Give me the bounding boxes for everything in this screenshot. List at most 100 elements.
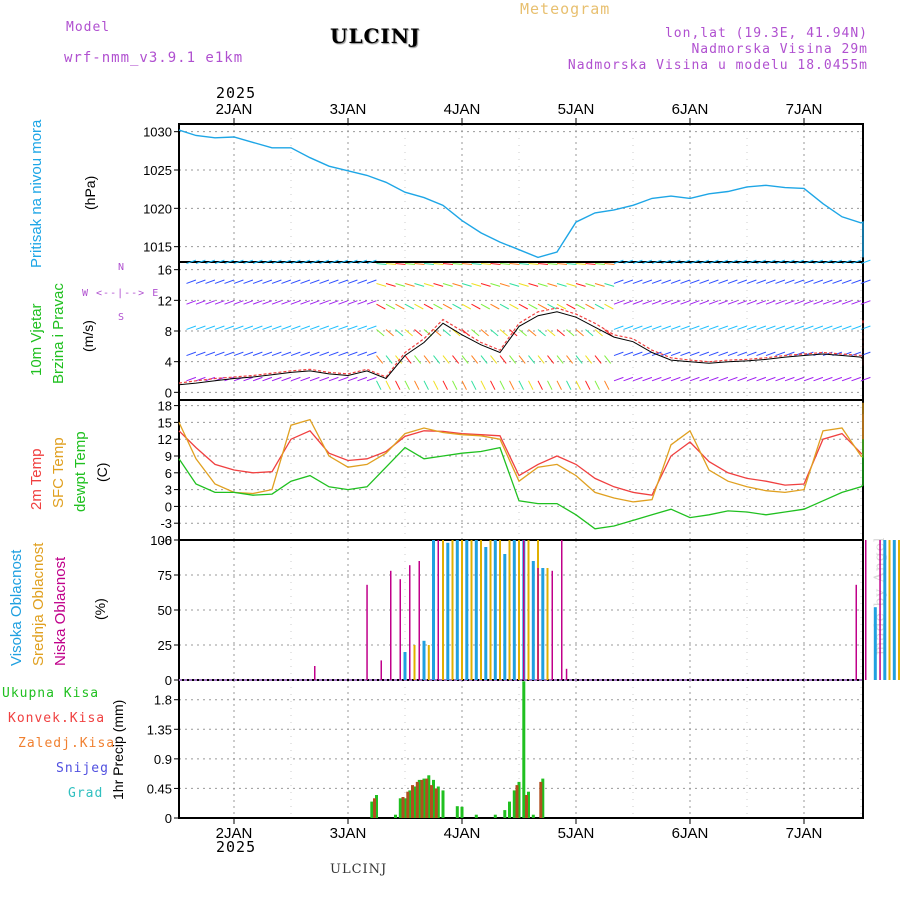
wind-barb <box>366 300 377 305</box>
wind-barb <box>594 355 602 364</box>
ytick-label-precip: 0.45 <box>147 781 172 796</box>
wind-barb <box>737 376 748 382</box>
wind-barb <box>841 325 852 330</box>
wind-barb <box>604 282 615 287</box>
wind-barb <box>727 325 738 330</box>
wind-barb <box>490 263 501 265</box>
precip-convective-bar <box>539 781 543 818</box>
wind-barb <box>395 282 406 287</box>
precip-convective-bar <box>373 798 376 818</box>
precip-convective-bar <box>434 788 438 818</box>
precip-total-bar <box>531 814 535 818</box>
wind-barb <box>851 351 862 357</box>
precip-total-bar <box>522 681 526 818</box>
x-day-label-top: 2JAN <box>216 101 253 118</box>
wind-barb <box>385 329 394 337</box>
wind-barb <box>205 300 216 305</box>
compass-n-label: N <box>118 262 125 273</box>
wind-barb <box>746 259 757 265</box>
wind-barb <box>195 259 206 265</box>
cloud-high-bar <box>503 554 507 680</box>
wind-barb <box>395 355 403 364</box>
wind-barb <box>271 259 282 265</box>
cloud-low-bar <box>855 584 857 680</box>
wind-barb <box>224 259 235 265</box>
wind-barb <box>404 282 415 287</box>
wind-barb <box>566 355 574 364</box>
wind-barb <box>632 300 643 305</box>
wind-barb <box>347 376 358 382</box>
wind-barb <box>632 325 643 330</box>
wind-barb <box>452 380 458 390</box>
wind-barb <box>252 259 263 265</box>
wind-barb <box>357 351 368 357</box>
wind-barb <box>414 329 423 337</box>
wind-barb <box>271 300 282 305</box>
ytick-label-temp: 3 <box>165 483 172 498</box>
wind-barb <box>300 259 311 265</box>
wind-barb <box>575 329 584 337</box>
cloud-low-bar <box>437 540 439 680</box>
wind-barb <box>784 376 795 382</box>
legend-total-rain: Ukupna Kisa <box>2 686 100 701</box>
wind-barb <box>423 380 429 390</box>
wind-barb <box>680 300 691 305</box>
precip-convective-bar <box>420 779 424 818</box>
wind-barb <box>547 303 557 310</box>
precip-total-bar <box>370 801 374 818</box>
wind-barb <box>860 259 871 265</box>
wind-barb <box>471 355 479 364</box>
ytick-label-wind: 4 <box>165 355 172 370</box>
wind-barb <box>784 300 795 305</box>
wind-barb <box>186 300 197 305</box>
wind-barb <box>765 259 776 265</box>
wind-barb <box>319 279 330 284</box>
ytick-label-precip: 1.35 <box>147 722 172 737</box>
footer-station: ULCINJ <box>330 862 388 877</box>
wind-barb <box>727 259 738 265</box>
x-day-label-bottom: 2JAN <box>216 825 253 842</box>
wind-barb <box>271 325 282 330</box>
wind-barb <box>499 355 507 364</box>
wind-barb <box>813 259 824 265</box>
wind-barb <box>385 380 391 390</box>
wind-barb <box>528 355 536 364</box>
wind-barb <box>243 325 254 330</box>
wind-barb <box>404 263 416 265</box>
wind-barb <box>499 329 508 337</box>
wind-barb <box>661 376 672 382</box>
wind-barb <box>214 351 225 357</box>
wind-barb <box>499 263 511 265</box>
wind-barb <box>205 325 216 330</box>
precip-total-bar <box>436 786 440 818</box>
precip-total-bar <box>508 801 511 818</box>
cloud-high-bar <box>474 540 478 680</box>
wind-barb <box>623 300 634 305</box>
wind-barb <box>452 355 460 364</box>
precip-convective-bar <box>411 785 414 818</box>
wind-barb <box>775 300 786 305</box>
cloud-mid-bar <box>546 568 549 680</box>
wind-barb <box>775 259 786 265</box>
wind-speed-line <box>178 311 864 386</box>
wind-barb <box>556 329 565 337</box>
wind-barb <box>727 279 738 284</box>
wind-barb <box>224 325 235 330</box>
wind-barb <box>385 263 397 265</box>
wind-barb <box>784 279 795 284</box>
wind-barb <box>547 263 558 265</box>
wind-barb <box>281 376 292 382</box>
wind-barb <box>775 376 786 382</box>
wind-barb <box>642 300 653 305</box>
precip-total-bar <box>413 786 416 818</box>
wind-barb <box>290 376 301 382</box>
wind-barb <box>708 351 719 357</box>
wind-barb <box>832 300 843 305</box>
wind-barb <box>670 300 681 305</box>
year-top: 2025 <box>216 84 257 102</box>
wind-barb <box>775 279 786 284</box>
wind-barb <box>271 376 282 382</box>
wind-barb <box>262 279 273 284</box>
wind-barb <box>376 355 384 364</box>
